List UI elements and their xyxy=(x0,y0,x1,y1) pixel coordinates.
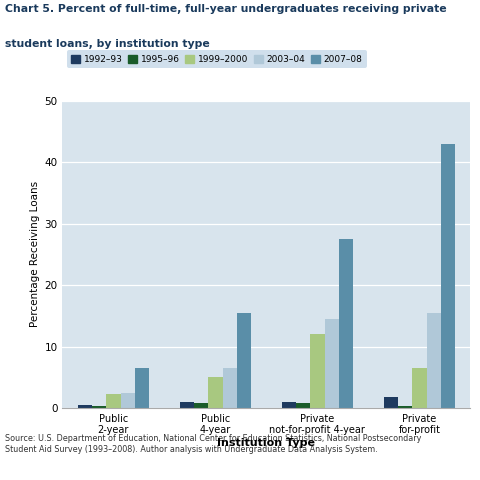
Bar xyxy=(208,377,223,408)
Bar xyxy=(282,402,296,408)
Bar xyxy=(194,403,208,408)
Bar xyxy=(427,313,441,408)
Bar xyxy=(441,144,455,408)
Bar xyxy=(106,394,120,408)
Text: Source: U.S. Department of Education, National Center for Education Statistics, : Source: U.S. Department of Education, Na… xyxy=(5,434,421,454)
Bar xyxy=(412,368,427,408)
Bar xyxy=(398,406,412,408)
Bar xyxy=(78,405,92,408)
Bar xyxy=(237,313,251,408)
Bar xyxy=(310,334,324,408)
Bar xyxy=(223,368,237,408)
Bar xyxy=(92,406,106,408)
Bar xyxy=(384,397,398,408)
Bar xyxy=(135,368,149,408)
Bar xyxy=(324,319,339,408)
Bar xyxy=(120,393,135,408)
Text: student loans, by institution type: student loans, by institution type xyxy=(5,39,210,49)
Bar xyxy=(296,403,310,408)
Bar xyxy=(339,239,353,408)
Bar xyxy=(180,402,194,408)
Legend: 1992–93, 1995–96, 1999–2000, 2003–04, 2007–08: 1992–93, 1995–96, 1999–2000, 2003–04, 20… xyxy=(67,50,367,68)
Y-axis label: Percentage Receiving Loans: Percentage Receiving Loans xyxy=(30,181,40,327)
Text: Chart 5. Percent of full-time, full-year undergraduates receiving private: Chart 5. Percent of full-time, full-year… xyxy=(5,4,446,14)
X-axis label: Institution Type: Institution Type xyxy=(217,438,315,448)
